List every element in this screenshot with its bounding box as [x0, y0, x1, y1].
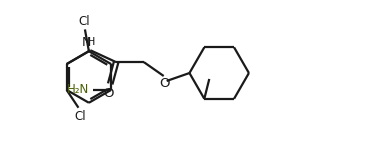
Text: H: H — [87, 37, 95, 47]
Text: N: N — [82, 36, 91, 49]
Text: O: O — [103, 87, 113, 100]
Text: Cl: Cl — [75, 110, 86, 123]
Text: Cl: Cl — [78, 15, 90, 28]
Text: O: O — [159, 77, 170, 90]
Text: H₂N: H₂N — [67, 83, 90, 96]
